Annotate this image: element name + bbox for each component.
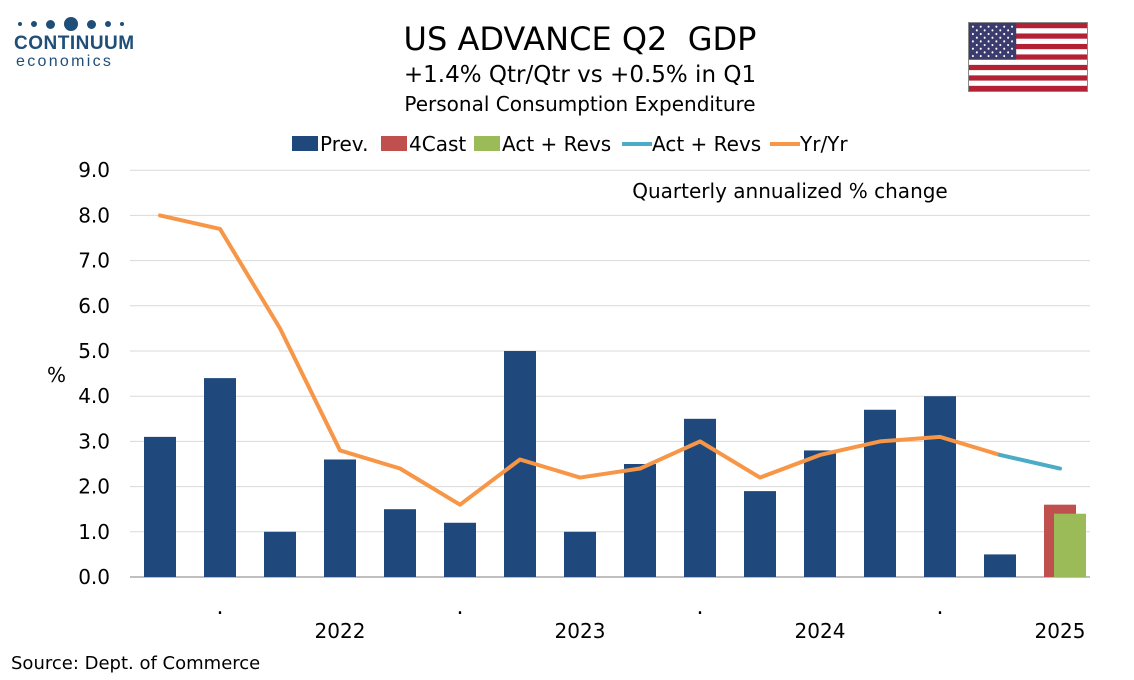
x-tick-label: 2025 <box>1035 619 1086 643</box>
continuum-logo: CONTINUUM economics <box>14 14 144 76</box>
line-yoy <box>158 213 1002 507</box>
legend-swatch <box>474 136 500 151</box>
x-tick-label: 2023 <box>555 619 606 643</box>
bar-prev <box>384 509 416 577</box>
bar-prev <box>144 436 176 577</box>
legend-label: Prev. <box>320 132 368 156</box>
x-tick-label: . <box>217 595 224 620</box>
chart-subtitle-2: Personal Consumption Expenditure <box>404 92 756 116</box>
x-tick-label: 2022 <box>315 619 366 643</box>
y-tick-label: 2.0 <box>78 475 110 499</box>
y-tick-label: 3.0 <box>78 429 110 453</box>
y-tick-label: 6.0 <box>78 294 110 318</box>
y-tick-label: 4.0 <box>78 384 110 408</box>
line-actual-revs <box>998 452 1062 471</box>
x-tick-label: 2024 <box>795 619 846 643</box>
bar-prev <box>864 409 896 577</box>
bar-prev <box>984 554 1016 577</box>
bar-prev <box>324 459 356 577</box>
bar-prev <box>804 450 836 577</box>
y-tick-label: 8.0 <box>78 203 110 227</box>
source-note: Source: Dept. of Commerce <box>11 653 261 674</box>
us-flag-icon <box>968 22 1088 92</box>
legend-label: 4Cast <box>409 132 466 156</box>
legend-swatch <box>381 136 407 151</box>
y-tick-label: 1.0 <box>78 520 110 544</box>
y-tick-label: 7.0 <box>78 249 110 273</box>
x-tick-label: . <box>937 595 944 620</box>
bar-prev <box>624 464 656 577</box>
bar-prev <box>444 522 476 577</box>
bar-prev <box>264 531 296 577</box>
legend-label: Act + Revs <box>652 132 761 156</box>
y-tick-label: 0.0 <box>78 565 110 589</box>
y-axis-label: % <box>47 363 66 387</box>
y-tick-label: 5.0 <box>78 339 110 363</box>
bar-prev <box>204 378 236 577</box>
chart-subtitle: +1.4% Qtr/Qtr vs +0.5% in Q1 <box>403 62 757 88</box>
bar-prev <box>744 491 776 577</box>
legend-label: Act + Revs <box>502 132 611 156</box>
x-tick-label: . <box>697 595 704 620</box>
x-tick-label: . <box>457 595 464 620</box>
bar-prev <box>924 396 956 577</box>
legend-label: Yr/Yr <box>799 132 848 156</box>
chart-title: US ADVANCE Q2 GDP <box>403 20 757 58</box>
bar-actual <box>1054 513 1086 577</box>
bar-prev <box>564 531 596 577</box>
logo-sub: economics <box>16 53 114 70</box>
legend-swatch <box>292 136 318 151</box>
logo-dots-icon <box>14 14 144 34</box>
chart-annotation: Quarterly annualized % change <box>632 179 948 203</box>
y-tick-label: 9.0 <box>78 158 110 182</box>
logo-name: CONTINUUM <box>14 33 135 54</box>
